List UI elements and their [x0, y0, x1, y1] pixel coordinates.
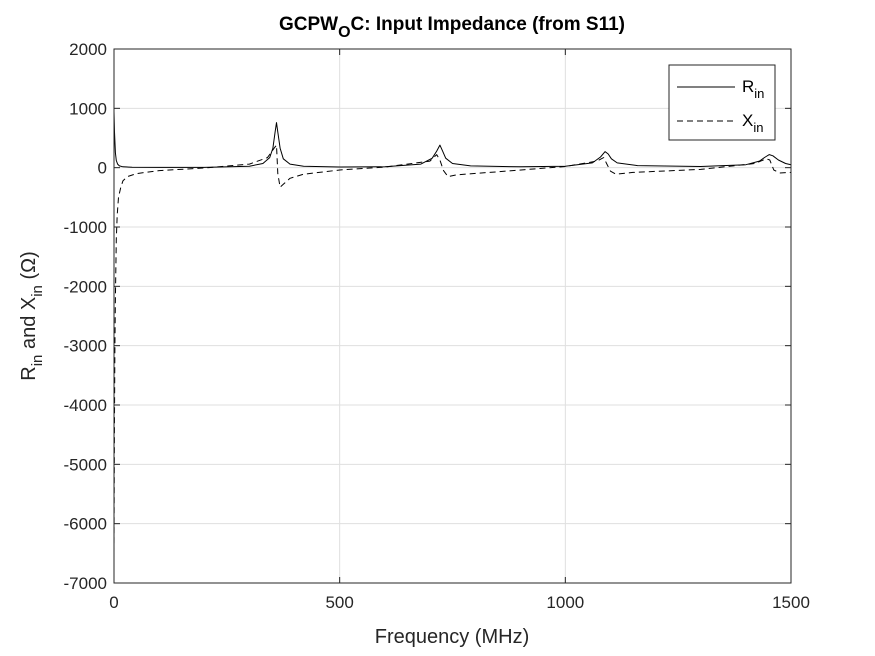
y-label-r-sub: in [29, 355, 46, 367]
title-main: GCPW [279, 14, 338, 35]
y-tick-label: -4000 [64, 396, 107, 415]
x-axis-label: Frequency (MHz) [375, 626, 529, 648]
x-tick-label: 1000 [546, 593, 584, 612]
y-tick-label: -6000 [64, 515, 107, 534]
y-tick-label: -1000 [64, 218, 107, 237]
y-label-unit: (Ω) [18, 251, 40, 285]
legend-box [668, 64, 776, 141]
y-axis-label: Rin and Xin (Ω) [18, 251, 46, 380]
y-tick-label: -5000 [64, 455, 107, 474]
x-tick-label: 500 [325, 593, 353, 612]
y-tick-label: 0 [98, 159, 107, 178]
x-tick-label: 1500 [772, 593, 810, 612]
y-label-mid: and X [18, 297, 40, 355]
y-tick-label: -7000 [64, 574, 107, 593]
title-subscript: O [338, 24, 350, 41]
series-line-x-in [113, 144, 792, 554]
legend-label-r: Rin [742, 77, 764, 101]
legend: Rin Xin [668, 64, 776, 141]
y-tick-label: 1000 [69, 99, 107, 118]
y-tick-label: 2000 [69, 40, 107, 59]
chart-title: GCPWOC: Input Impedance (from S11) [279, 14, 625, 41]
y-tick-label: -2000 [64, 277, 107, 296]
legend-label-x: Xin [742, 111, 763, 135]
x-tick-label: 0 [109, 593, 118, 612]
title-rest: C: Input Impedance (from S11) [351, 14, 625, 35]
series-line-r-in [113, 111, 792, 168]
plot-box [113, 48, 792, 584]
series-group [113, 111, 792, 554]
y-label-r: R [18, 366, 40, 380]
y-tick-label: -3000 [64, 337, 107, 356]
y-label-x-sub: in [29, 285, 46, 297]
